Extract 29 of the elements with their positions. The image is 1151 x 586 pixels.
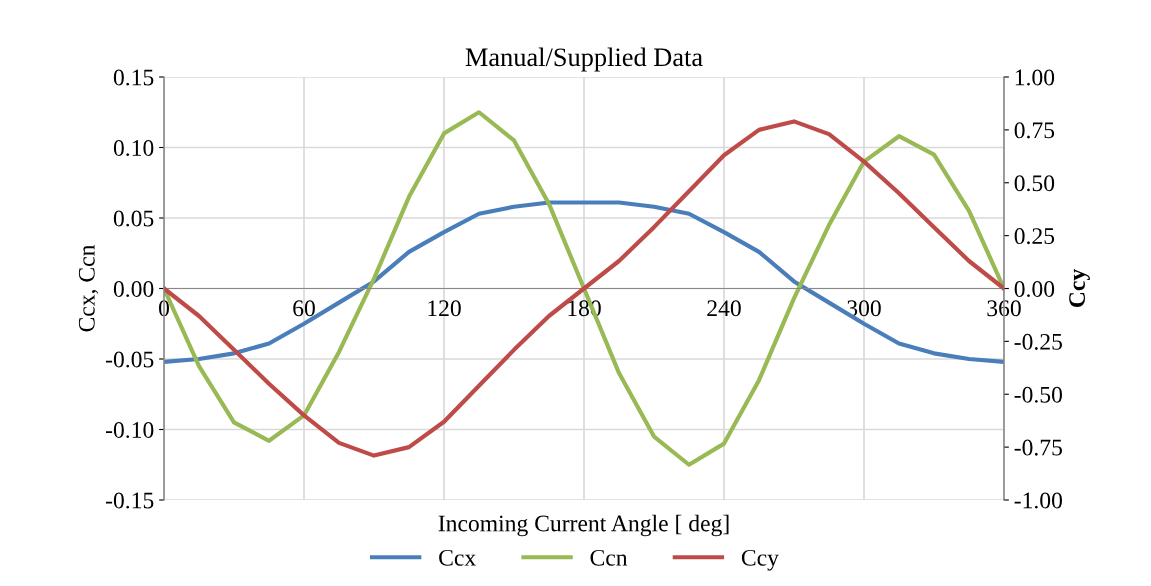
- y2-tick-label: -0.75: [1014, 439, 1062, 456]
- y2-axis-title: Ccy: [1069, 269, 1090, 308]
- y2-tick-label: 0.00: [1014, 280, 1055, 298]
- y2-tick-label: -0.50: [1014, 386, 1062, 403]
- y-tick-label: 0.05: [113, 210, 154, 227]
- y2-tick-label: -1.00: [1014, 492, 1062, 509]
- y-tick-label: 0.10: [113, 139, 154, 157]
- y2-tick-label: 1.00: [1015, 69, 1055, 86]
- y-axis-title: Ccx, Ccn: [78, 244, 99, 332]
- y2-tick-label: -0.25: [1014, 333, 1062, 350]
- y-tick-label: -0.05: [105, 351, 154, 368]
- chart-title: Manual/Supplied Data: [465, 47, 703, 72]
- x-tick-label: 360: [987, 300, 1021, 317]
- legend-label: Ccx: [439, 549, 476, 566]
- x-axis-title: Incoming Current Angle [ deg]: [438, 514, 729, 537]
- y-tick-label: -0.15: [105, 492, 154, 509]
- x-tick-label: 0: [159, 300, 169, 317]
- legend-label: Ccy: [741, 549, 779, 571]
- x-tick-label: 300: [847, 300, 881, 317]
- y-tick-label: 0.00: [113, 280, 154, 298]
- y-tick-label: 0.15: [113, 69, 154, 86]
- x-tick-label: 240: [707, 300, 741, 317]
- x-tick-label: 120: [428, 300, 461, 317]
- y-tick-label: -0.10: [105, 421, 154, 439]
- y2-tick-label: 0.50: [1014, 175, 1055, 192]
- y2-tick-label: 0.75: [1014, 122, 1055, 139]
- y2-tick-label: 0.25: [1014, 228, 1055, 245]
- x-tick-label: 60: [293, 300, 315, 317]
- legend-label: Ccn: [590, 549, 628, 566]
